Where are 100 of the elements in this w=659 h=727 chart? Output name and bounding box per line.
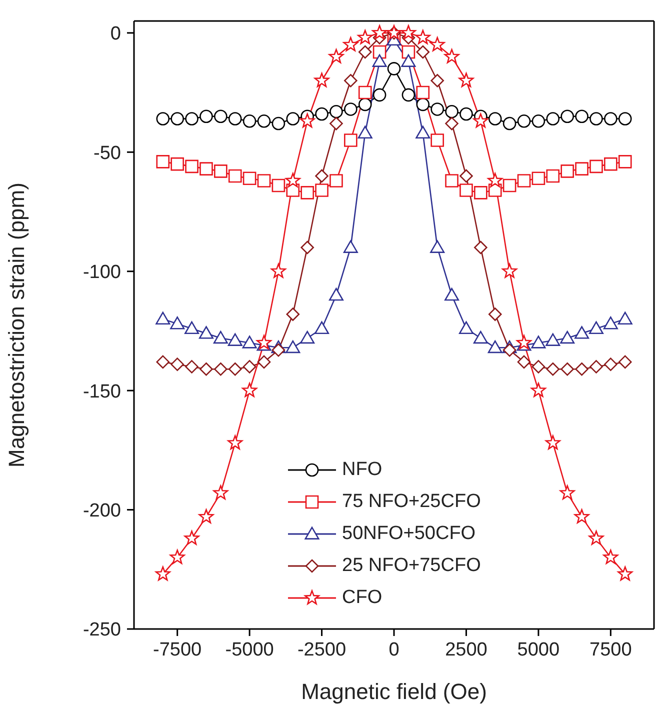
point — [156, 312, 170, 324]
point — [444, 288, 460, 301]
point — [170, 550, 185, 564]
point — [200, 362, 213, 376]
point — [488, 172, 503, 188]
point — [488, 340, 502, 354]
point — [170, 157, 184, 171]
point — [444, 48, 460, 64]
x-axis-title: Magnetic field (Oe) — [301, 679, 487, 704]
point — [242, 382, 258, 398]
point — [488, 112, 502, 126]
y-tick-label: -200 — [82, 500, 121, 522]
point — [372, 25, 388, 40]
legend-label: NFO — [342, 459, 382, 481]
point — [387, 62, 401, 76]
point — [416, 86, 430, 100]
point — [272, 116, 286, 130]
point — [285, 172, 300, 188]
point — [242, 114, 256, 128]
point — [300, 330, 315, 344]
point — [474, 186, 488, 200]
point — [604, 112, 618, 126]
point — [401, 54, 416, 67]
point — [474, 240, 488, 254]
point — [460, 169, 473, 183]
point — [214, 362, 228, 376]
point — [430, 74, 444, 88]
point — [228, 362, 242, 376]
point — [575, 162, 588, 176]
point — [156, 355, 170, 369]
point — [560, 362, 574, 376]
point — [560, 164, 574, 178]
point — [185, 160, 198, 174]
legend-label: 25 NFO+75CFO — [342, 555, 481, 577]
point — [344, 74, 358, 88]
point — [328, 288, 344, 301]
point — [184, 321, 200, 334]
point — [574, 509, 590, 524]
point — [198, 509, 214, 524]
point — [588, 321, 604, 334]
point — [286, 112, 300, 126]
point — [560, 110, 574, 124]
point — [546, 362, 560, 376]
point — [473, 330, 488, 344]
point — [604, 358, 618, 371]
point — [502, 264, 518, 278]
point — [604, 157, 618, 171]
point — [270, 264, 286, 278]
point — [517, 355, 531, 369]
point — [242, 336, 257, 348]
point — [344, 134, 358, 147]
point — [156, 112, 170, 126]
point — [214, 164, 228, 178]
x-tick-label: -7500 — [153, 639, 202, 660]
point — [473, 113, 488, 128]
point — [430, 134, 444, 147]
point — [286, 308, 300, 321]
point — [546, 169, 560, 183]
point — [314, 72, 330, 88]
point — [603, 316, 618, 330]
point — [445, 116, 458, 130]
point — [618, 566, 633, 581]
point — [330, 104, 343, 118]
point — [315, 107, 328, 121]
point — [358, 86, 372, 100]
point — [300, 186, 314, 200]
point — [416, 126, 430, 139]
point — [358, 98, 372, 112]
point — [300, 240, 314, 254]
point — [488, 308, 502, 321]
point — [214, 110, 228, 124]
legend-label: CFO — [342, 587, 382, 609]
y-axis-title: Magnetostriction strain (ppm) — [4, 182, 29, 468]
point — [228, 333, 242, 346]
legend-label: 75 NFO+25CFO — [342, 491, 481, 513]
point — [185, 360, 198, 374]
y-tick-label: 0 — [110, 24, 121, 45]
point — [460, 107, 473, 121]
point — [517, 174, 531, 188]
point — [517, 114, 531, 128]
point — [590, 112, 603, 126]
point — [213, 485, 228, 500]
point — [532, 172, 546, 186]
point — [257, 114, 271, 128]
point — [228, 435, 243, 450]
point — [502, 178, 516, 192]
point — [574, 326, 590, 339]
point — [575, 362, 588, 376]
y-tick-label: -100 — [82, 262, 121, 284]
point — [358, 30, 373, 44]
point — [170, 316, 185, 330]
point — [402, 88, 416, 102]
point — [200, 162, 213, 176]
point — [546, 112, 560, 126]
point — [532, 360, 546, 374]
point — [416, 45, 430, 59]
point — [257, 174, 271, 188]
point — [590, 160, 603, 174]
point — [372, 88, 386, 102]
point — [343, 240, 358, 253]
